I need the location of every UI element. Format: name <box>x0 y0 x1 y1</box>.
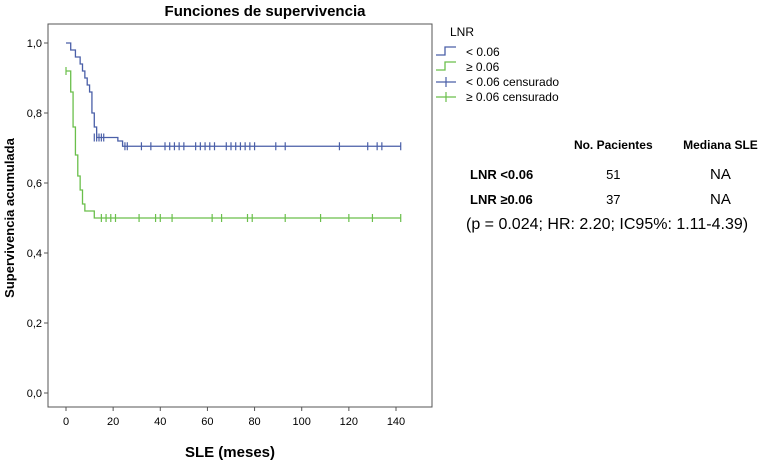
x-axis: 0 20 40 60 80 100 120 140 <box>63 407 405 428</box>
legend-symbol <box>436 92 456 102</box>
y-tick-label: 0,8 <box>27 108 42 120</box>
stats-row: LNR <0.06 51 NA <box>470 162 776 187</box>
series-layer <box>65 42 402 222</box>
stats-row-n: 51 <box>606 167 621 182</box>
x-tick-label: 80 <box>248 416 260 428</box>
stats-row: LNR ≥0.06 37 NA <box>470 187 776 212</box>
x-axis-label: SLE (meses) <box>185 444 275 461</box>
statistics-note: (p = 0.024; HR: 2.20; IC95%: 1.11-4.39) <box>466 216 749 233</box>
y-tick-label: 1,0 <box>27 38 42 50</box>
plot-frame <box>47 23 433 408</box>
y-tick-label: 0,2 <box>27 318 42 330</box>
y-tick-label: 0,6 <box>27 178 42 190</box>
stats-row-n: 37 <box>606 192 621 207</box>
y-axis-label: Supervivencia acumulada <box>2 137 17 297</box>
x-tick-label: 0 <box>63 416 69 428</box>
legend-symbol <box>436 46 456 56</box>
legend: LNR < 0.06≥ 0.06< 0.06 censurado≥ 0.06 c… <box>436 25 559 104</box>
legend-label: < 0.06 <box>466 45 500 59</box>
x-tick-label: 60 <box>201 416 213 428</box>
y-tick-label: 0,0 <box>27 388 42 400</box>
series-line-1 <box>66 70 401 219</box>
stats-header-median: Mediana SLE <box>683 138 758 152</box>
legend-title: LNR <box>450 25 474 39</box>
y-tick-label: 0,4 <box>27 248 42 260</box>
y-axis: 0,0 0,2 0,4 0,6 0,8 1,0 <box>27 38 48 400</box>
legend-symbol <box>436 77 456 87</box>
stats-table: No. Pacientes Mediana SLE LNR <0.06 51 N… <box>470 138 776 212</box>
x-tick-label: 40 <box>154 416 166 428</box>
x-tick-label: 140 <box>387 416 405 428</box>
stats-row-label: LNR <0.06 <box>470 167 534 182</box>
legend-symbol <box>436 61 456 71</box>
x-tick-label: 100 <box>293 416 311 428</box>
x-tick-label: 20 <box>107 416 119 428</box>
stats-header-patients: No. Pacientes <box>573 138 653 152</box>
legend-label: ≥ 0.06 <box>466 60 500 74</box>
legend-label: < 0.06 censurado <box>466 75 559 89</box>
stats-header-blank <box>470 138 562 162</box>
stats-row-label: LNR ≥0.06 <box>470 192 533 207</box>
stats-row-median: NA <box>710 166 731 183</box>
x-tick-label: 120 <box>340 416 358 428</box>
legend-label: ≥ 0.06 censurado <box>466 90 559 104</box>
chart-title: Funciones de supervivencia <box>165 3 367 20</box>
series-line-0 <box>66 42 401 147</box>
stats-row-median: NA <box>710 191 731 208</box>
